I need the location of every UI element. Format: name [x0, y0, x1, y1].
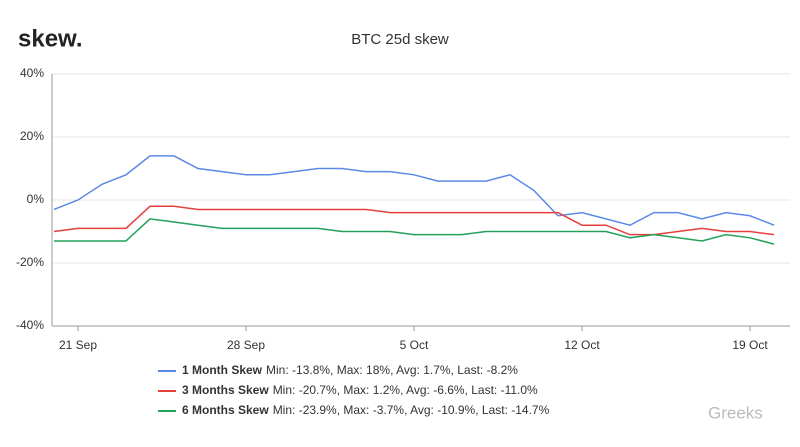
series-line: [53, 155, 775, 226]
legend-stats: Min: -23.9%, Max: -3.7%, Avg: -10.9%, La…: [273, 403, 550, 417]
watermark: Greeks: [708, 403, 763, 422]
x-tick-label: 21 Sep: [59, 338, 97, 352]
legend-name: 6 Months Skew: [182, 403, 269, 417]
legend-stats: Min: -13.8%, Max: 18%, Avg: 1.7%, Last: …: [266, 363, 518, 377]
y-tick-label: 40%: [20, 66, 44, 80]
x-tick-label: 5 Oct: [400, 338, 429, 352]
y-tick-label: -40%: [16, 318, 44, 332]
legend-stats: Min: -20.7%, Max: 1.2%, Avg: -6.6%, Last…: [273, 383, 538, 397]
legend-entry: 6 Months Skew Min: -23.9%, Max: -3.7%, Av…: [182, 403, 550, 417]
legend-entry: 1 Month Skew Min: -13.8%, Max: 18%, Avg: …: [182, 363, 518, 377]
x-tick-label: 12 Oct: [564, 338, 600, 352]
y-tick-label: -20%: [16, 255, 44, 269]
legend-name: 1 Month Skew: [182, 363, 263, 377]
legend-entry: 3 Months Skew Min: -20.7%, Max: 1.2%, Avg…: [182, 383, 538, 397]
series-line: [54, 218, 775, 245]
x-tick-label: 19 Oct: [732, 338, 768, 352]
y-tick-label: 0%: [27, 192, 45, 206]
x-tick-label: 28 Sep: [227, 338, 265, 352]
y-tick-label: 20%: [20, 129, 44, 143]
chart-title: BTC 25d skew: [351, 31, 449, 48]
legend-name: 3 Months Skew: [182, 383, 269, 397]
brand-logo: skew.: [18, 25, 83, 52]
